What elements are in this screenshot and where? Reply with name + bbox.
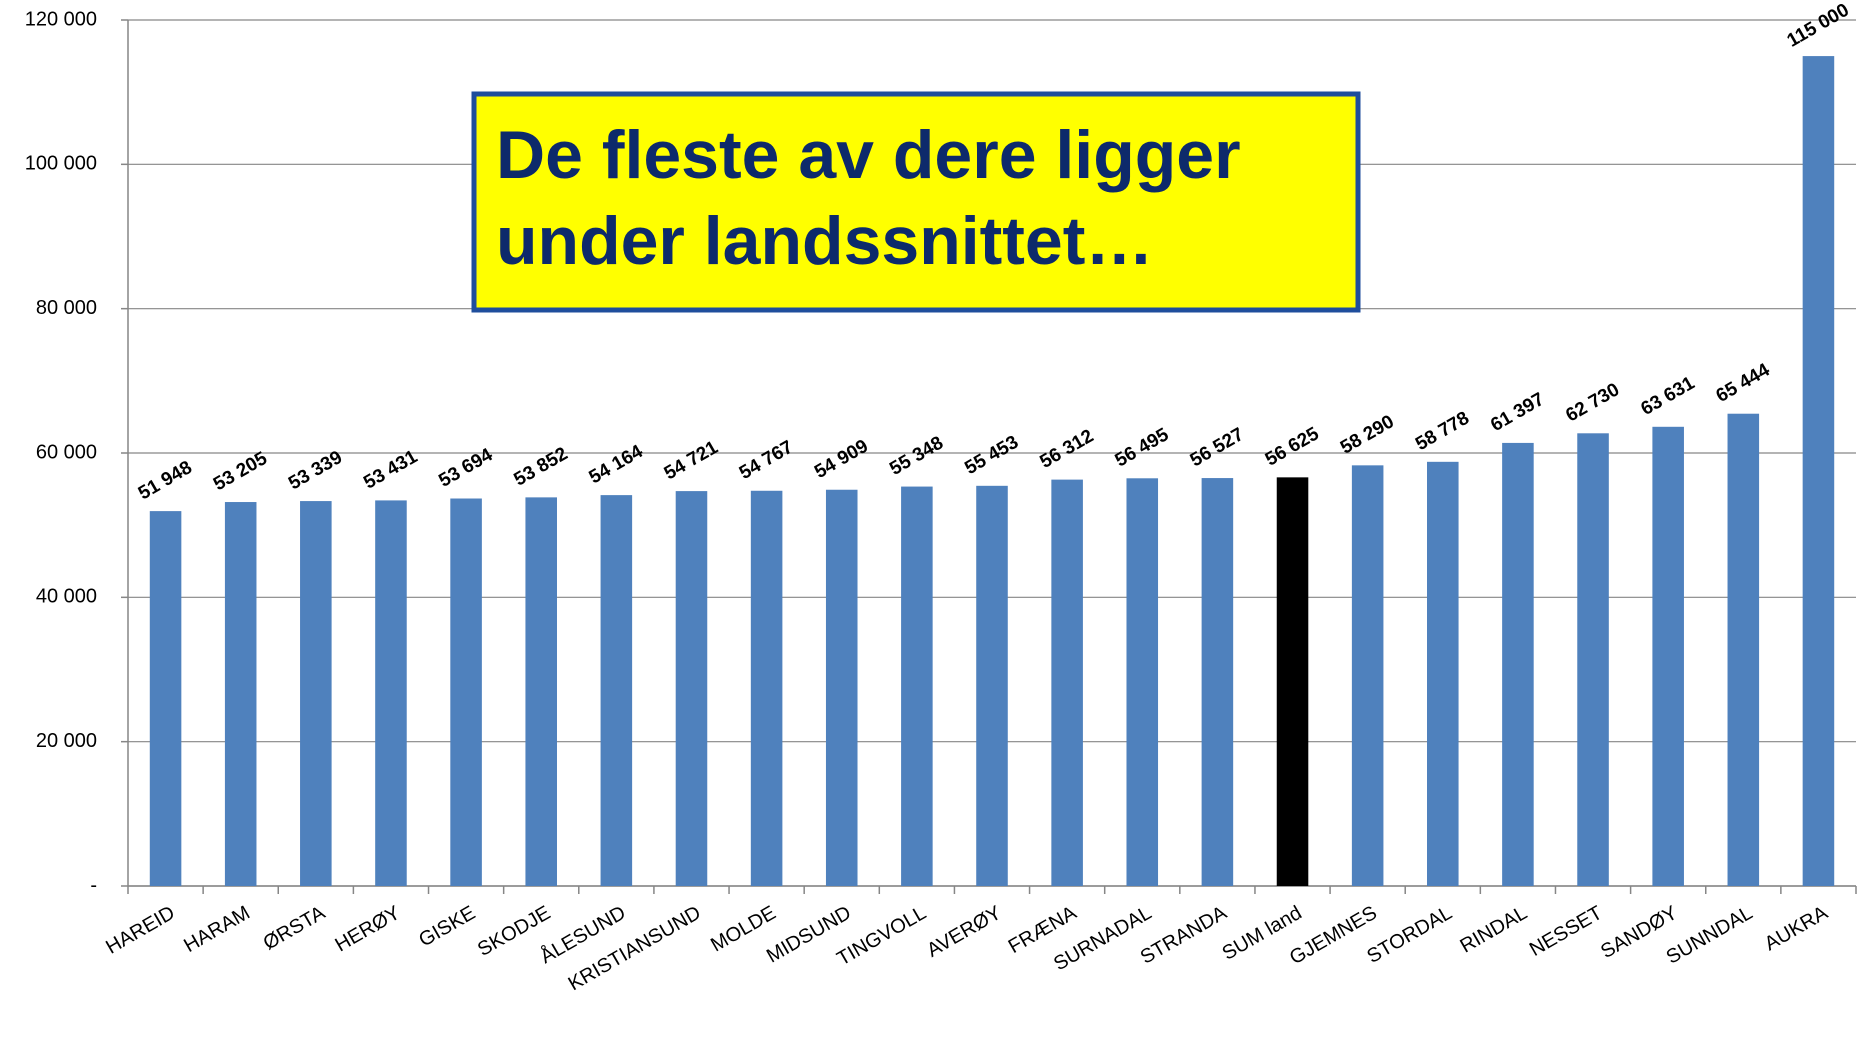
- bar: [825, 489, 858, 886]
- bar: [525, 497, 557, 886]
- y-tick-label: 20 000: [36, 730, 97, 752]
- value-label: 62 730: [1562, 379, 1623, 426]
- x-tick-label: ØRSTA: [260, 902, 330, 955]
- annotation-text: De fleste av dere ligger: [496, 117, 1241, 193]
- value-label: 54 164: [586, 441, 647, 488]
- bar: [1351, 465, 1384, 886]
- value-label: 56 527: [1187, 424, 1248, 471]
- value-label: 56 625: [1262, 423, 1323, 470]
- x-tick-label: NESSET: [1526, 902, 1606, 961]
- bar: [1051, 479, 1083, 886]
- bar: [1427, 461, 1459, 886]
- x-tick-label: RINDAL: [1457, 902, 1532, 958]
- x-tick-label: KRISTIANSUND: [565, 902, 705, 996]
- bar: [976, 485, 1008, 886]
- value-label: 56 495: [1112, 424, 1173, 471]
- y-tick-label: 120 000: [25, 8, 97, 30]
- x-tick-label: HARAM: [180, 902, 254, 957]
- value-label: 63 631: [1638, 373, 1699, 420]
- x-tick-label: AUKRA: [1761, 902, 1832, 956]
- bar: [375, 500, 407, 886]
- y-tick-label: -: [90, 874, 97, 896]
- value-label: 53 339: [285, 447, 346, 494]
- value-label: 53 852: [511, 443, 572, 490]
- value-label: 54 721: [661, 437, 722, 484]
- bar: [1201, 478, 1234, 886]
- value-label: 54 909: [811, 436, 872, 483]
- value-label: 51 948: [135, 457, 196, 504]
- bar: [1577, 433, 1609, 886]
- x-tick-label: STRANDA: [1137, 902, 1231, 969]
- bar: [600, 495, 633, 886]
- bar: [750, 490, 783, 886]
- bar: [1126, 478, 1159, 886]
- value-label: 115 000: [1784, 0, 1853, 52]
- value-label: 61 397: [1487, 389, 1548, 436]
- bar: [224, 502, 257, 886]
- y-tick-label: 40 000: [36, 586, 97, 608]
- value-label: 65 444: [1713, 359, 1774, 406]
- x-tick-label: AVERØY: [923, 902, 1005, 962]
- value-label: 55 453: [961, 432, 1022, 479]
- y-tick-label: 60 000: [36, 441, 97, 463]
- annotation-box: [471, 91, 1361, 313]
- x-tick-label: GISKE: [415, 902, 479, 952]
- value-label: 55 348: [886, 433, 947, 480]
- bar: [1502, 442, 1534, 886]
- x-tick-label: STORDAL: [1363, 902, 1456, 968]
- x-tick-label: HAREID: [102, 902, 178, 959]
- bar: [901, 486, 933, 886]
- bar: [1727, 413, 1760, 886]
- bar: [675, 491, 708, 886]
- y-tick-label: 100 000: [25, 153, 97, 175]
- value-label: 56 312: [1036, 426, 1097, 473]
- value-label: 58 778: [1412, 408, 1473, 455]
- bar: [1802, 56, 1835, 887]
- bar: [300, 501, 332, 886]
- y-tick-label: 80 000: [36, 297, 97, 319]
- bar: [1276, 477, 1309, 886]
- bar: [1652, 426, 1684, 886]
- annotation-text: under landssnittet…: [496, 203, 1153, 279]
- value-label: 53 205: [210, 448, 271, 495]
- bar: [450, 498, 482, 886]
- value-label: 53 694: [435, 444, 496, 491]
- bar: [149, 511, 182, 886]
- x-tick-label: HERØY: [332, 902, 405, 957]
- x-tick-label: SUNNDAL: [1663, 902, 1757, 969]
- value-label: 58 290: [1337, 411, 1398, 458]
- value-label: 54 767: [736, 437, 797, 484]
